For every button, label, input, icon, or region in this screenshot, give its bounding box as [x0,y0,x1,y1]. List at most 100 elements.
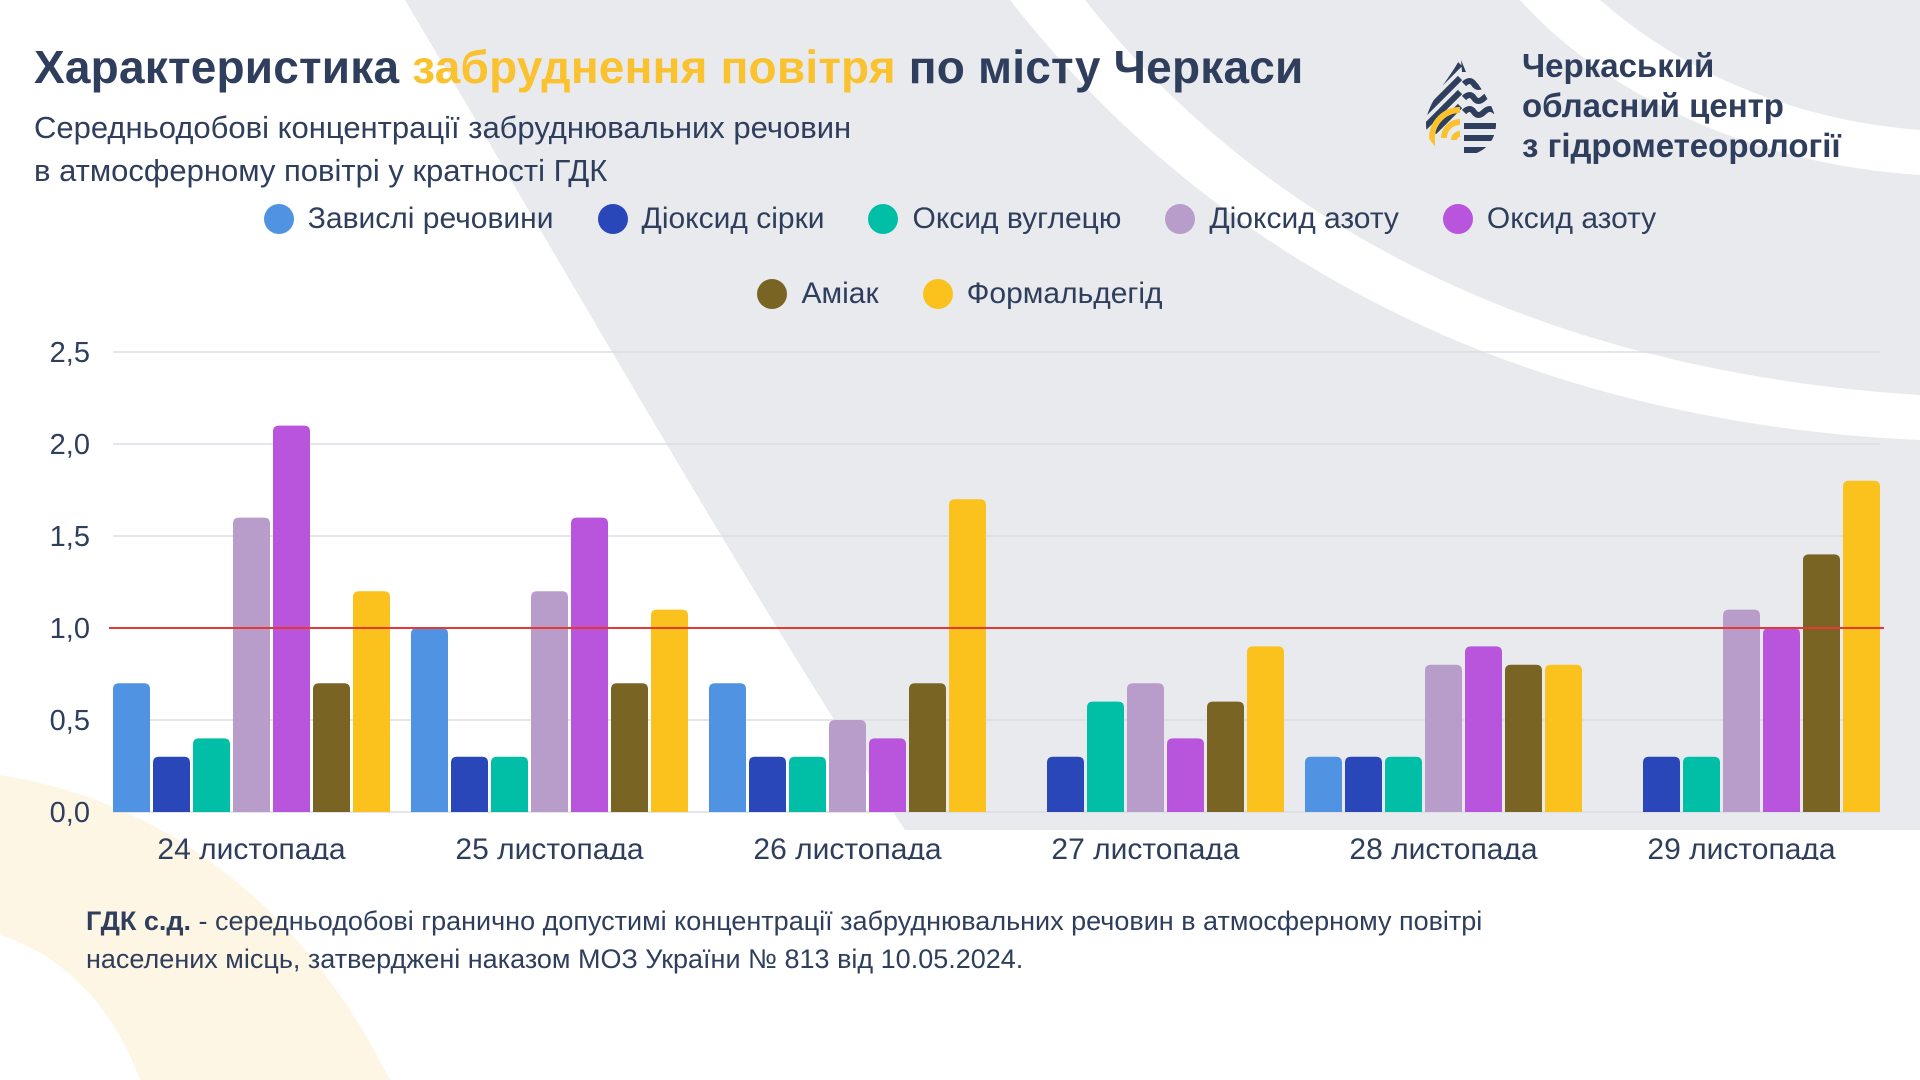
bar [1803,554,1840,812]
organization-name: Черкаський обласний центр з гідрометеоро… [1522,46,1841,166]
chart-legend-row-1: Завислі речовини Діоксид сірки Оксид вугле… [0,202,1920,236]
bar [1763,628,1800,812]
organization-name-line-3: з гідрометеорології [1522,127,1841,164]
bar [273,425,310,812]
bar [1345,756,1382,812]
x-axis-ticks: 24 листопада 25 листопада 26 листопада 27 л… [157,833,1835,860]
x-tick-label: 26 листопада [753,833,941,860]
legend-item: Діоксид сірки [597,202,825,236]
bar [1545,664,1582,812]
y-axis-ticks: 0,0 0,5 1,0 1,5 2,0 2,5 [50,337,90,829]
y-tick-label: 1,0 [50,613,90,645]
background-white-arc-1 [1010,0,1920,440]
x-tick-label: 25 листопада [455,833,643,860]
bar [153,756,190,812]
legend-swatch-icon [597,204,628,234]
bar [571,517,608,812]
bar [1683,756,1720,812]
subtitle-line-1: Середньодобові концентрації забруднюваль… [34,110,852,145]
legend-item: Оксид азоту [1442,202,1657,236]
bar [651,609,688,812]
subtitle-line-2: в атмосферному повітрі у кратності ГДК [34,153,608,188]
y-tick-label: 2,0 [50,429,90,461]
bar [451,756,488,812]
organization-name-line-1: Черкаський [1522,47,1715,84]
y-tick-label: 0,0 [50,797,90,829]
bar [1207,701,1244,812]
x-tick-label: 24 листопада [157,833,345,860]
bar [233,517,270,812]
footnote-line-2: населених місць, затверджені наказом МОЗ… [86,944,1024,974]
bar [1087,701,1124,812]
legend-item: Формальдегід [922,277,1163,311]
bar [113,683,150,812]
legend-item: Оксид вуглецю [868,202,1121,236]
x-tick-label: 27 листопада [1051,833,1239,860]
bar [531,591,568,812]
bar [1465,646,1502,812]
bar [491,756,528,812]
bar [1723,609,1760,812]
title-accent: забруднення повітря [412,41,896,93]
background-warm-arc [0,775,390,1080]
title-part-2: по місту Черкаси [895,41,1304,93]
bar [709,683,746,812]
bar-chart: 0,0 0,5 1,0 1,5 2,0 2,5 24 листопада 25 листоп… [50,337,1884,860]
bar [829,720,866,812]
footnote-line-1: ГДК с.д. - середньодобові гранично допус… [86,902,1482,940]
bar [1305,756,1342,812]
legend-item: Діоксид азоту [1165,202,1399,236]
legend-swatch-icon [868,204,899,234]
legend-item: Завислі речовини [263,202,554,236]
title-part-1: Характеристика [34,41,413,93]
y-tick-label: 2,5 [50,337,90,369]
legend-label: Оксид вуглецю [912,202,1122,235]
page-subtitle: Середньодобові концентрації забруднюваль… [34,106,851,192]
bar [1047,756,1084,812]
legend-swatch-icon [263,204,294,234]
footnote-definition-1: - середньодобові гранично допустимі конц… [191,906,1483,936]
bar [1425,664,1462,812]
bar [1843,480,1880,812]
page-title: Характеристика забруднення повітря по мі… [34,40,1304,94]
bar [1385,756,1422,812]
legend-label: Оксид азоту [1486,202,1657,235]
chart-bars [113,425,1880,812]
legend-label: Діоксид азоту [1209,202,1399,235]
bar [1127,683,1164,812]
bar [789,756,826,812]
footnote-term: ГДК с.д. [86,906,192,936]
bar [869,738,906,812]
legend-label: Завислі речовини [307,202,554,235]
legend-label: Аміак [801,277,879,310]
bar [949,499,986,812]
bar [193,738,230,812]
drop-logo-icon [1426,60,1496,156]
bar [611,683,648,812]
y-tick-label: 0,5 [50,705,90,737]
background-white-arc-2 [1520,0,1920,175]
x-tick-label: 29 листопада [1647,833,1835,860]
y-tick-label: 1,5 [50,521,90,553]
x-tick-label: 28 листопада [1349,833,1537,860]
legend-label: Діоксид сірки [641,202,825,235]
bar [1247,646,1284,812]
bar [353,591,390,812]
legend-label: Формальдегід [966,277,1163,310]
legend-swatch-icon [757,279,788,309]
organization-name-line-2: обласний центр [1522,87,1784,124]
footnote: ГДК с.д. - середньодобові гранично допус… [86,902,1482,978]
bar [1505,664,1542,812]
legend-swatch-icon [922,279,953,309]
bar [313,683,350,812]
bar [411,628,448,812]
background-gray-shape [405,0,1920,830]
bar [1643,756,1680,812]
bar [909,683,946,812]
legend-swatch-icon [1442,204,1473,234]
bar [1167,738,1204,812]
bar [749,756,786,812]
chart-legend-row-2: Аміак Формальдегід [0,277,1920,311]
legend-swatch-icon [1165,204,1196,234]
